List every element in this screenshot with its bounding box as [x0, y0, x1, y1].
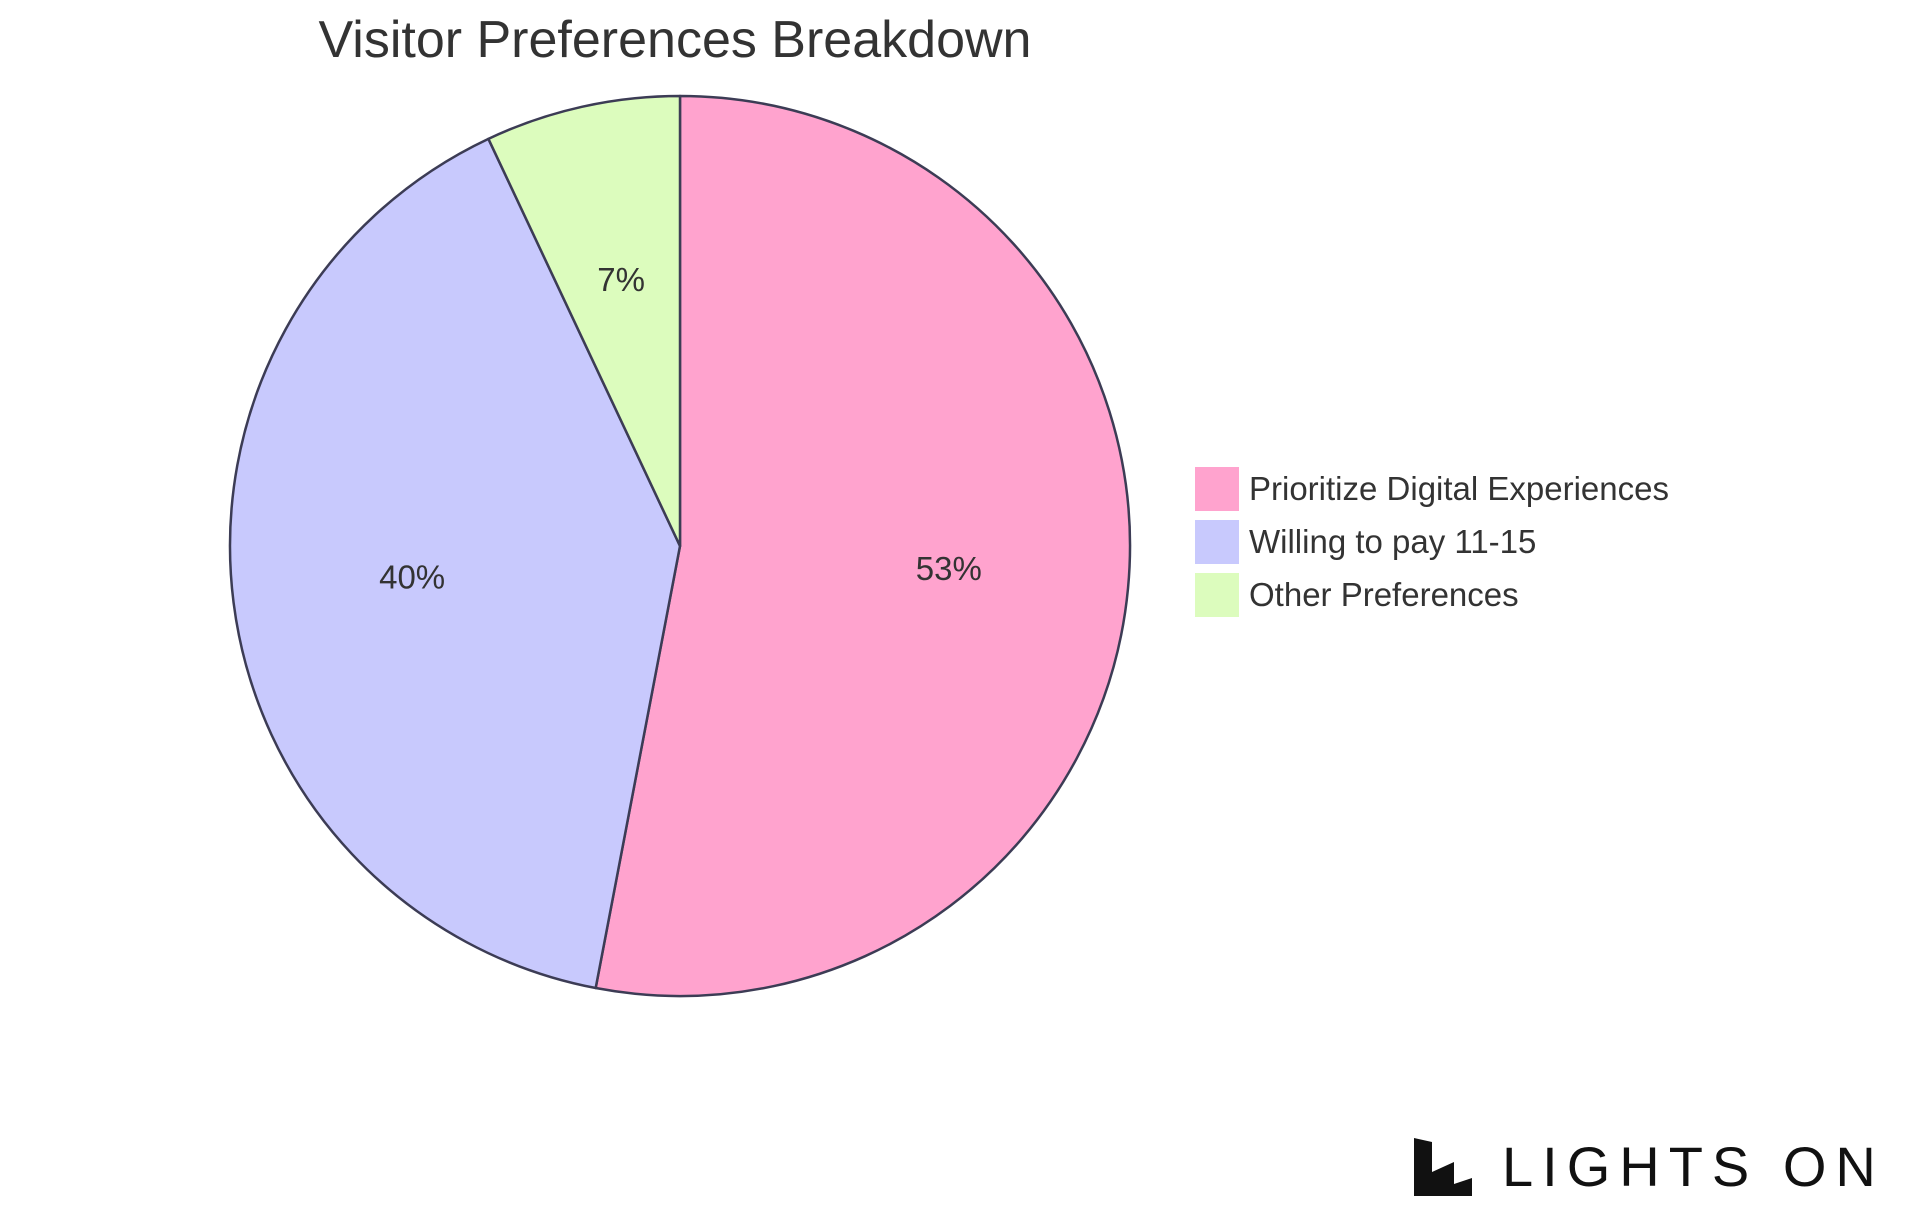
- brand-logo: LIGHTS ON: [1412, 1134, 1885, 1199]
- pie-slice-0: [594, 94, 1132, 998]
- lights-on-logo-icon: [1414, 1137, 1472, 1196]
- legend-label: Prioritize Digital Experiences: [1249, 469, 1669, 507]
- chart-title: Visitor Preferences Breakdown: [318, 11, 1032, 69]
- legend-swatch-green: [1195, 572, 1239, 617]
- pie-slice-labels: 53% 40% 7%: [379, 261, 982, 595]
- legend-item-prioritize-digital-experiences: Prioritize Digital Experiences: [1195, 462, 1669, 515]
- legend-item-willing-to-pay: Willing to pay 11-15: [1195, 515, 1669, 568]
- legend-swatch-pink: [1195, 466, 1239, 511]
- slice-value-label: 7%: [597, 261, 645, 298]
- legend: Prioritize Digital Experiences Willing t…: [1195, 462, 1669, 621]
- legend-swatch-lavender: [1195, 519, 1239, 564]
- pie-slice-2: [487, 94, 682, 548]
- legend-label: Other Preferences: [1249, 575, 1519, 613]
- legend-item-other-preferences: Other Preferences: [1195, 568, 1669, 621]
- pie-slice-1: [228, 137, 682, 990]
- logo-text: LIGHTS ON: [1502, 1135, 1885, 1198]
- pie-slices: [228, 94, 1132, 998]
- slice-value-label: 53%: [916, 550, 982, 587]
- legend-label: Willing to pay 11-15: [1249, 522, 1537, 560]
- slice-value-label: 40%: [379, 559, 445, 596]
